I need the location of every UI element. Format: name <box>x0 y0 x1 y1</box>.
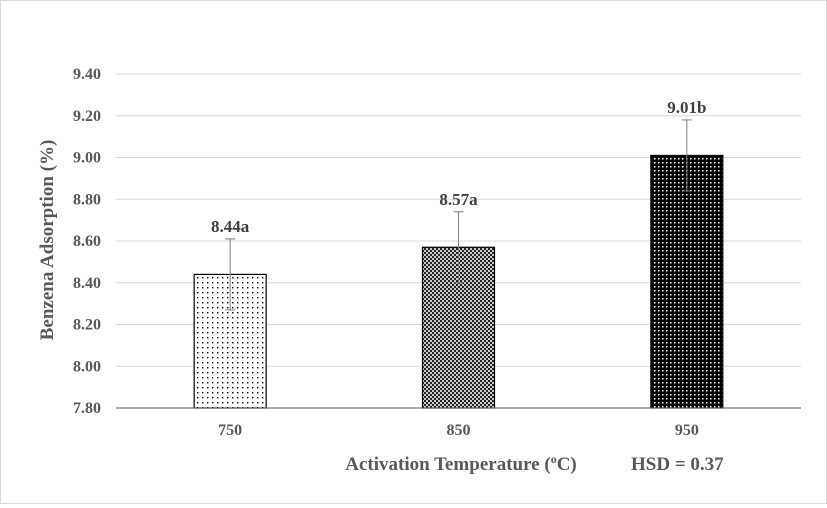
x-tick-label-950: 950 <box>675 422 699 439</box>
error-bar-950 <box>681 119 692 192</box>
data-label-750: 8.44a <box>211 217 250 236</box>
error-bar-850 <box>453 211 464 284</box>
x-axis-ticks: 750 850 950 <box>218 422 699 439</box>
data-labels: 8.44a 8.57a 9.01b <box>211 98 706 236</box>
y-tick-label: 9.00 <box>73 150 101 167</box>
x-tick-label-750: 750 <box>218 422 242 439</box>
x-axis-title-superscript: o <box>551 452 557 466</box>
y-tick-label: 8.00 <box>73 358 101 375</box>
y-tick-label: 8.20 <box>73 317 101 334</box>
y-tick-label: 8.60 <box>73 233 101 250</box>
x-axis-title: Activation Temperature (oC) <box>345 452 577 475</box>
y-tick-label: 9.20 <box>73 108 101 125</box>
bar-950 <box>650 154 724 409</box>
y-tick-label: 7.80 <box>73 400 101 417</box>
y-tick-label: 9.40 <box>73 66 101 83</box>
y-axis-ticks: 7.80 8.00 8.20 8.40 8.60 8.80 9.00 9.20 9.40 <box>73 66 101 417</box>
x-axis-title-unit: C) <box>557 454 577 475</box>
x-axis-title-main: Activation Temperature ( <box>345 454 550 475</box>
hsd-note: HSD = 0.37 <box>631 454 724 475</box>
error-bar-750 <box>225 238 236 311</box>
y-tick-label: 8.80 <box>73 191 101 208</box>
data-label-850: 8.57a <box>439 190 478 209</box>
x-tick-label-850: 850 <box>447 422 471 439</box>
error-bars <box>225 119 692 311</box>
y-tick-label: 8.40 <box>73 275 101 292</box>
data-label-950: 9.01b <box>667 98 706 117</box>
y-axis-title: Benzena Adsorption (%) <box>37 140 58 341</box>
